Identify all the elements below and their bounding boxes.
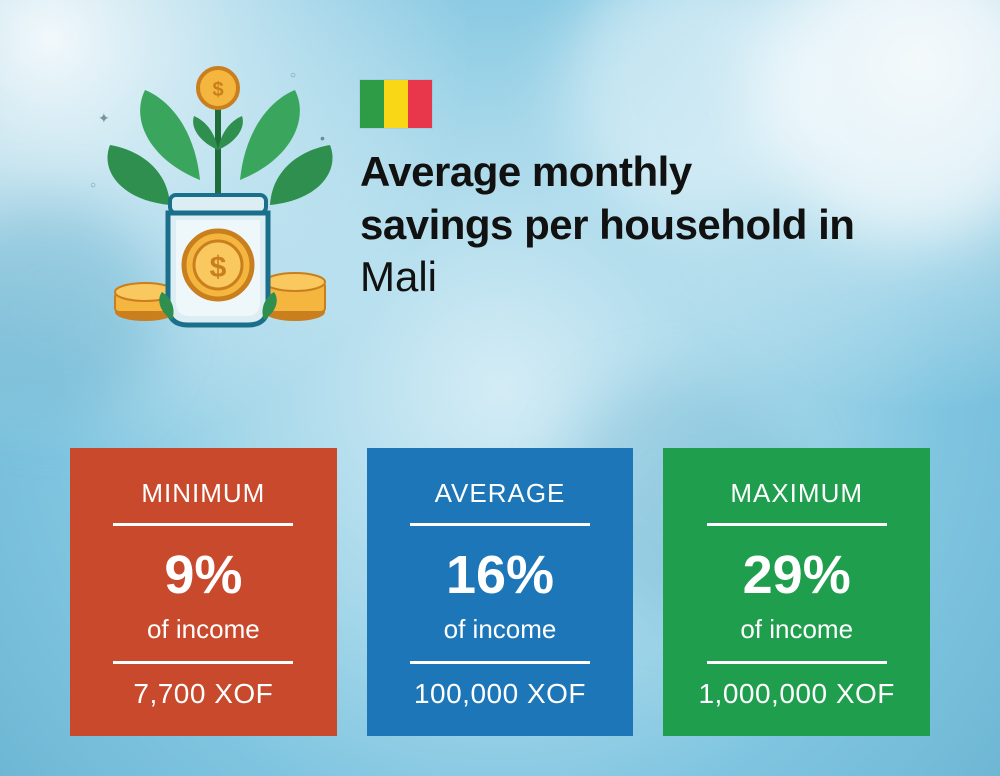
card-label: MAXIMUM (730, 478, 863, 509)
flag-stripe (408, 80, 432, 128)
card-percent: 29% (743, 544, 851, 606)
stat-cards-row: MINIMUM 9% of income 7,700 XOF AVERAGE 1… (70, 448, 930, 736)
stat-card-maximum: MAXIMUM 29% of income 1,000,000 XOF (663, 448, 930, 736)
card-divider (707, 523, 887, 526)
flag-stripe (360, 80, 384, 128)
card-divider (113, 523, 293, 526)
sparkle-icon: • (320, 130, 325, 146)
card-of-income: of income (444, 614, 557, 645)
card-amount: 1,000,000 XOF (698, 678, 894, 710)
sparkle-icon: ○ (290, 70, 296, 81)
card-percent: 9% (164, 544, 242, 606)
title-country: Mali (360, 251, 940, 304)
sparkle-icon: ✦ (98, 110, 110, 127)
title-line-2: savings per household in (360, 199, 940, 252)
card-label: AVERAGE (435, 478, 566, 509)
card-percent: 16% (446, 544, 554, 606)
svg-text:$: $ (210, 251, 227, 284)
card-amount: 7,700 XOF (133, 678, 273, 710)
svg-text:$: $ (212, 79, 223, 101)
title-line-1: Average monthly (360, 146, 940, 199)
card-of-income: of income (147, 614, 260, 645)
card-divider (410, 661, 590, 664)
mali-flag-icon (360, 80, 432, 128)
sparkle-icon: ○ (90, 180, 96, 191)
card-divider (707, 661, 887, 664)
card-divider (410, 523, 590, 526)
stat-card-average: AVERAGE 16% of income 100,000 XOF (367, 448, 634, 736)
savings-jar-icon: $ $ (90, 60, 350, 340)
card-divider (113, 661, 293, 664)
stat-card-minimum: MINIMUM 9% of income 7,700 XOF (70, 448, 337, 736)
savings-illustration: $ $ ✦ (90, 60, 350, 340)
card-amount: 100,000 XOF (414, 678, 586, 710)
card-of-income: of income (740, 614, 853, 645)
title-block: Average monthly savings per household in… (350, 60, 940, 340)
flag-stripe (384, 80, 408, 128)
header: $ $ ✦ (90, 60, 940, 340)
card-label: MINIMUM (141, 478, 265, 509)
